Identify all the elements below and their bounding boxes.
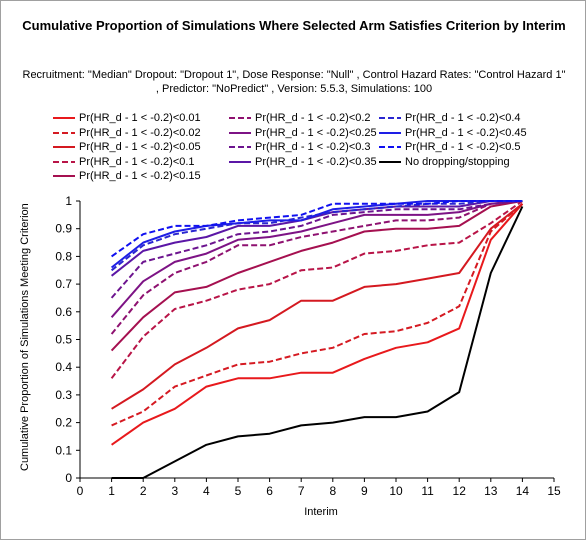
legend-label: Pr(HR_d - 1 < -0.2)<0.01	[79, 112, 201, 124]
y-tick-label: 0.6	[55, 305, 72, 319]
legend-swatch	[53, 131, 75, 134]
legend-item: Pr(HR_d - 1 < -0.2)<0.35	[229, 155, 377, 169]
legend-swatch	[379, 117, 401, 119]
x-tick-label: 15	[547, 484, 561, 498]
legend-swatch	[53, 175, 75, 177]
legend-item: Pr(HR_d - 1 < -0.2)<0.4	[379, 111, 521, 125]
legend-label: Pr(HR_d - 1 < -0.2)<0.3	[255, 141, 371, 153]
legend-swatch	[229, 117, 251, 119]
y-tick-label: 0.9	[55, 222, 72, 236]
y-tick-label: 0.2	[55, 416, 72, 430]
legend-swatch	[379, 146, 401, 148]
series-line-8	[110, 200, 523, 299]
y-tick-label: 0.5	[55, 333, 72, 347]
y-tick-label: 0.3	[55, 388, 72, 402]
series-line-13	[111, 206, 524, 479]
legend-item: Pr(HR_d - 1 < -0.2)<0.1	[53, 155, 195, 169]
x-tick-label: 7	[298, 484, 305, 498]
y-tick-label: 0.1	[55, 443, 72, 457]
x-tick-label: 14	[516, 484, 530, 498]
chart-title: Cumulative Proportion of Simulations Whe…	[22, 18, 566, 33]
series-line-9	[110, 200, 523, 277]
legend-label: Pr(HR_d - 1 < -0.2)<0.45	[405, 126, 527, 139]
y-tick-label: 0	[65, 471, 72, 485]
legend-swatch	[53, 146, 75, 148]
y-tick-label: 1	[65, 194, 72, 208]
x-tick-label: 8	[329, 484, 336, 498]
x-tick-label: 13	[484, 484, 498, 498]
series-line-4	[110, 200, 523, 379]
legend-swatch	[229, 146, 251, 148]
legend-swatch	[53, 117, 75, 119]
y-tick-label: 0.8	[55, 249, 72, 263]
series-line-1	[111, 203, 524, 446]
legend-label: Pr(HR_d - 1 < -0.2)<0.4	[405, 112, 521, 124]
chart-legend: Pr(HR_d - 1 < -0.2)<0.01 Pr(HR_d - 1 < -0…	[53, 111, 573, 185]
x-tick-label: 0	[77, 484, 84, 498]
legend-swatch	[53, 160, 75, 163]
x-tick-label: 4	[203, 484, 210, 498]
legend-swatch	[229, 160, 251, 163]
legend-label: Pr(HR_d - 1 < -0.2)<0.15	[79, 170, 201, 182]
x-tick-label: 9	[361, 484, 368, 498]
legend-swatch	[379, 131, 401, 134]
legend-label: Pr(HR_d - 1 < -0.2)<0.2	[255, 112, 371, 124]
x-tick-label: 3	[171, 484, 178, 498]
legend-item: No dropping/stopping	[379, 155, 510, 169]
series-line-3	[111, 203, 524, 410]
legend-label: Pr(HR_d - 1 < -0.2)<0.5	[405, 141, 521, 153]
x-tick-label: 5	[235, 484, 242, 498]
legend-label: Pr(HR_d - 1 < -0.2)<0.05	[79, 141, 201, 153]
legend-item: Pr(HR_d - 1 < -0.2)<0.25	[229, 126, 377, 140]
x-tick-label: 10	[389, 484, 403, 498]
series-line-7	[110, 200, 523, 318]
y-tick-label: 0.4	[55, 360, 72, 374]
legend-item: Pr(HR_d - 1 < -0.2)<0.02	[53, 126, 201, 140]
legend-item: Pr(HR_d - 1 < -0.2)<0.01	[53, 111, 201, 125]
legend-item: Pr(HR_d - 1 < -0.2)<0.3	[229, 140, 371, 154]
legend-label: Pr(HR_d - 1 < -0.2)<0.25	[255, 126, 377, 139]
x-tick-label: 6	[266, 484, 273, 498]
series-line-12	[111, 200, 523, 258]
x-tick-label: 12	[453, 484, 467, 498]
series-line-5	[110, 200, 523, 352]
legend-item: Pr(HR_d - 1 < -0.2)<0.2	[229, 111, 371, 125]
x-tick-label: 11	[421, 484, 434, 498]
legend-label: Pr(HR_d - 1 < -0.2)<0.02	[79, 126, 201, 139]
x-tick-label: 2	[140, 484, 147, 498]
legend-swatch	[379, 160, 401, 163]
legend-swatch	[229, 131, 251, 134]
legend-label: No dropping/stopping	[405, 155, 510, 168]
y-tick-label: 0.7	[55, 277, 72, 291]
legend-item: Pr(HR_d - 1 < -0.2)<0.05	[53, 140, 201, 154]
series-line-6	[110, 200, 523, 335]
x-axis-label: Interim	[304, 506, 338, 518]
chart-subtitle: Recruitment: "Median" Dropout: "Dropout …	[22, 69, 566, 95]
legend-label: Pr(HR_d - 1 < -0.2)<0.1	[79, 155, 195, 168]
legend-label: Pr(HR_d - 1 < -0.2)<0.35	[255, 155, 377, 168]
x-tick-label: 1	[108, 484, 115, 498]
legend-item: Pr(HR_d - 1 < -0.2)<0.15	[53, 169, 201, 183]
series-line-2	[111, 203, 524, 427]
legend-item: Pr(HR_d - 1 < -0.2)<0.45	[379, 126, 527, 140]
legend-item: Pr(HR_d - 1 < -0.2)<0.5	[379, 140, 521, 154]
